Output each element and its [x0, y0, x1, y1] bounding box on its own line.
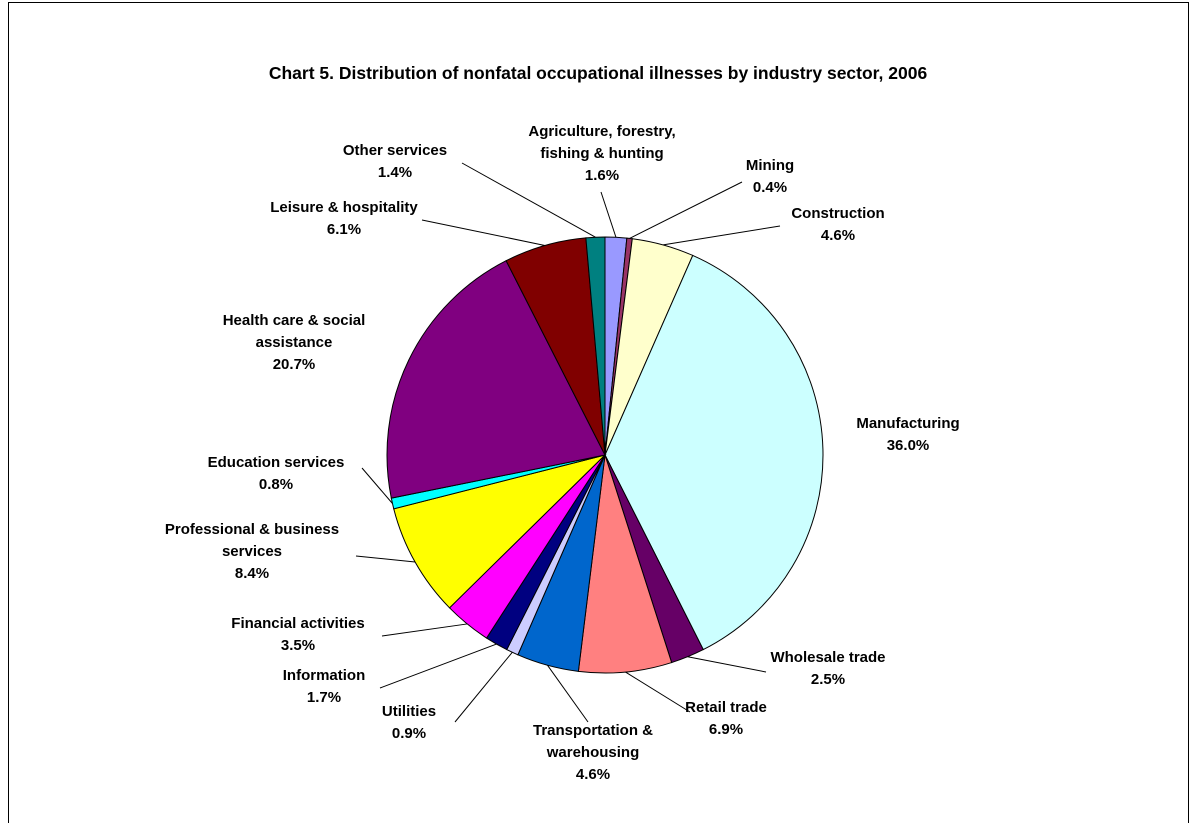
- slice-value-label: 6.1%: [327, 221, 361, 238]
- slice-value-label: 6.9%: [709, 721, 743, 738]
- leader-line: [687, 656, 767, 673]
- slice-label: Transportation & warehousing 4.6%: [533, 722, 653, 783]
- slice-name: Other services: [343, 142, 447, 159]
- slice-value-label: 8.4%: [235, 565, 269, 582]
- pie-slice: [393, 454, 607, 609]
- slice-label: Agriculture, forestry, fishing & hunting 1…: [528, 123, 675, 184]
- slice-value-label: 0.8%: [259, 476, 293, 493]
- leader-line: [625, 671, 691, 713]
- slice-name: assistance: [256, 334, 333, 351]
- slice-name: warehousing: [546, 744, 640, 761]
- slice-label: Other services 1.4%: [343, 142, 447, 181]
- leader-line: [379, 643, 497, 689]
- slice-name: Wholesale trade: [770, 649, 885, 666]
- slice-value-label: 1.4%: [378, 164, 412, 181]
- slice-label: Manufacturing 36.0%: [856, 415, 959, 454]
- leader-line: [454, 651, 513, 723]
- pie-slice: [604, 254, 824, 651]
- slice-name: Information: [283, 667, 366, 684]
- slice-value-label: 3.5%: [281, 637, 315, 654]
- slice-name: services: [222, 543, 282, 560]
- slice-name: fishing & hunting: [540, 145, 663, 162]
- slice-name: Financial activities: [231, 615, 364, 632]
- slice-value-label: 4.6%: [576, 766, 610, 783]
- slice-label: Information 1.7%: [283, 667, 366, 706]
- slice-name: Health care & social: [223, 312, 366, 329]
- leader-line: [547, 664, 589, 723]
- leader-line: [600, 191, 617, 238]
- slice-name: Utilities: [382, 703, 436, 720]
- slice-name: Manufacturing: [856, 415, 959, 432]
- slice-value-label: 4.6%: [821, 227, 855, 244]
- leader-line: [421, 219, 545, 246]
- slice-label: Financial activities 3.5%: [231, 615, 364, 654]
- slice-label: Mining 0.4%: [746, 157, 794, 196]
- slice-label: Utilities 0.9%: [382, 703, 436, 742]
- slice-value-label: 36.0%: [887, 437, 930, 454]
- pie-slice: [386, 260, 606, 499]
- slice-label: Professional & business services 8.4%: [165, 521, 339, 582]
- slice-value-label: 1.6%: [585, 167, 619, 184]
- slice-name: Mining: [746, 157, 794, 174]
- slice-name: Transportation &: [533, 722, 653, 739]
- slice-label: Leisure & hospitality 6.1%: [270, 199, 418, 238]
- chart-title: Chart 5. Distribution of nonfatal occupa…: [269, 63, 928, 83]
- slice-value-label: 0.9%: [392, 725, 426, 742]
- slice-label: Construction 4.6%: [791, 205, 884, 244]
- slice-label: Health care & social assistance 20.7%: [223, 312, 366, 373]
- slice-value-label: 2.5%: [811, 671, 845, 688]
- slice-label: Wholesale trade 2.5%: [770, 649, 885, 688]
- slice-value-label: 20.7%: [273, 356, 316, 373]
- slice-name: Agriculture, forestry,: [528, 123, 675, 140]
- leader-line: [663, 225, 781, 246]
- slice-name: Construction: [791, 205, 884, 222]
- slice-value-label: 0.4%: [753, 179, 787, 196]
- leader-line: [355, 555, 416, 563]
- slice-name: Education services: [208, 454, 345, 471]
- slice-name: Professional & business: [165, 521, 339, 538]
- leader-line: [461, 162, 596, 238]
- slice-label: Retail trade 6.9%: [685, 699, 767, 738]
- leader-line: [629, 181, 743, 239]
- slice-label: Education services 0.8%: [208, 454, 345, 493]
- slice-name: Leisure & hospitality: [270, 199, 418, 216]
- leader-line: [361, 467, 393, 504]
- slice-name: Retail trade: [685, 699, 767, 716]
- slice-value-label: 1.7%: [307, 689, 341, 706]
- leader-line: [381, 623, 468, 637]
